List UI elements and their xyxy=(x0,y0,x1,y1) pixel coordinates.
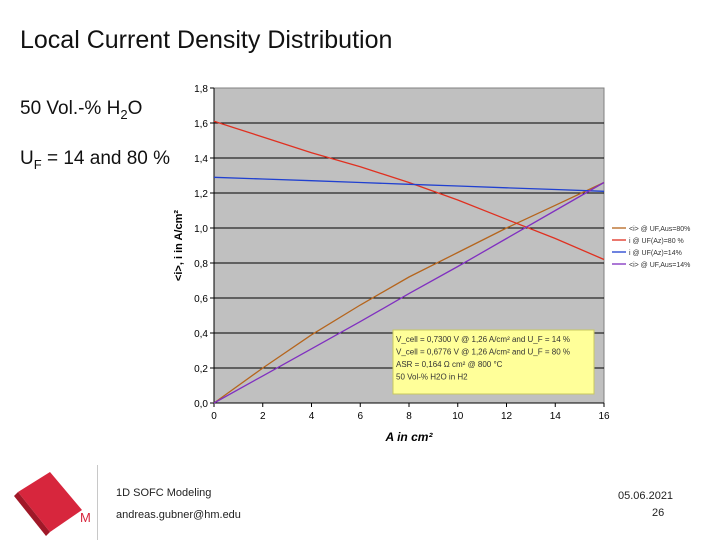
x-axis-label: A in cm² xyxy=(385,430,434,444)
x-tick-label: 0 xyxy=(211,411,217,422)
x-tick-label: 4 xyxy=(309,411,315,422)
footer-email: andreas.gubner@hm.edu xyxy=(116,509,241,521)
condition-uf-text: U xyxy=(20,148,34,169)
footer-date: 05.06.2021 xyxy=(618,490,674,502)
condition-uf-post: = 14 and 80 % xyxy=(41,148,171,169)
x-tick-label: 2 xyxy=(260,411,266,422)
annotation-line-1: V_cell = 0,7300 V @ 1,26 A/cm² and U_F =… xyxy=(396,335,570,344)
y-tick-label: 1,4 xyxy=(194,154,208,165)
annotation-line-2: V_cell = 0,6776 V @ 1,26 A/cm² and U_F =… xyxy=(396,348,570,357)
annotation-box xyxy=(392,329,595,395)
y-tick-label: 0,4 xyxy=(194,329,208,340)
x-tick-label: 10 xyxy=(452,411,464,422)
y-tick-label: 0,6 xyxy=(194,294,208,305)
legend-label-3: i @ UF(Az)=14% xyxy=(629,250,682,257)
legend-label-2: i @ UF(Az)=80 % xyxy=(629,238,684,245)
x-tick-label: 14 xyxy=(550,411,562,422)
footer-page-number: 26 xyxy=(652,507,665,519)
y-tick-label: 0,0 xyxy=(194,399,208,410)
legend-label-4: <i> @ UF,Aus=14% xyxy=(629,262,690,269)
x-tick-label: 16 xyxy=(598,411,610,422)
condition-h2o-sub: 2 xyxy=(120,106,128,122)
y-tick-label: 0,8 xyxy=(194,259,208,270)
x-tick-label: 12 xyxy=(501,411,513,422)
y-tick-label: 1,0 xyxy=(194,224,208,235)
condition-h2o-post: O xyxy=(127,98,143,119)
university-logo-icon: M xyxy=(14,472,91,536)
y-tick-label: 1,6 xyxy=(194,119,208,130)
y-tick-label: 1,2 xyxy=(194,189,208,200)
annotation-line-3: ASR = 0,164 Ω cm² @ 800 °C xyxy=(396,360,503,369)
series-line-3 xyxy=(213,176,605,192)
legend-label-1: <i> @ UF,Aus=80% xyxy=(629,226,690,233)
y-tick-label: 1,8 xyxy=(194,84,208,95)
annotation-line-4: 50 Vol-% H2O in H2 xyxy=(396,373,468,382)
x-tick-label: 8 xyxy=(406,411,412,422)
footer-title: 1D SOFC Modeling xyxy=(116,487,212,499)
footer-divider xyxy=(97,465,98,540)
y-tick-label: 0,2 xyxy=(194,364,208,375)
condition-h2o-text: 50 Vol.-% H xyxy=(20,98,121,119)
condition-h2o: 50 Vol.-% H2O xyxy=(20,98,142,122)
series-line-2 xyxy=(213,120,605,261)
slide-title: Local Current Density Distribution xyxy=(20,26,393,54)
logo-letter: M xyxy=(80,510,91,525)
y-axis-label: <i>, i in A/cm² xyxy=(173,210,185,281)
x-tick-label: 6 xyxy=(357,411,363,422)
series-line-1 xyxy=(213,181,605,404)
series-line-4 xyxy=(213,181,605,404)
condition-uf: UF = 14 and 80 % xyxy=(20,148,170,172)
condition-uf-sub: F xyxy=(33,156,42,172)
